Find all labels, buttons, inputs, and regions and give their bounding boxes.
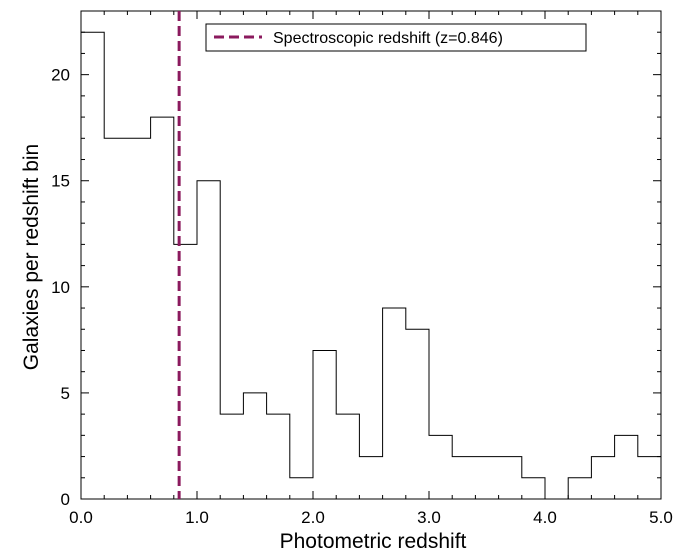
histogram-bin — [336, 414, 359, 499]
y-axis-title: Galaxies per redshift bin — [20, 144, 43, 370]
histogram-bin — [243, 393, 266, 499]
histogram-bin — [104, 138, 127, 499]
x-axis-title: Photometric redshift — [280, 530, 467, 553]
x-tick-label: 1.0 — [185, 508, 209, 527]
histogram-bin — [406, 329, 429, 499]
histogram-bin — [383, 308, 406, 499]
histogram-bin — [615, 435, 638, 499]
histogram-bin — [313, 350, 336, 499]
y-tick-label: 15 — [51, 172, 70, 191]
histogram-bin — [127, 138, 150, 499]
histogram-bin — [522, 478, 545, 499]
x-axis-ticks: 0.0 1.0 2.0 3.0 4.0 5.0 — [69, 11, 673, 527]
histogram-bin — [591, 457, 614, 499]
y-tick-label: 20 — [51, 66, 70, 85]
x-tick-label: 5.0 — [649, 508, 673, 527]
x-tick-label: 3.0 — [417, 508, 441, 527]
histogram-bin — [197, 181, 220, 499]
y-axis-ticks: 0 5 10 15 20 — [51, 10, 661, 509]
histogram-bin — [359, 457, 382, 499]
y-tick-label: 0 — [61, 490, 70, 509]
histogram-bin — [220, 414, 243, 499]
legend: Spectroscopic redshift (z=0.846) — [205, 23, 587, 52]
x-tick-label: 0.0 — [69, 508, 93, 527]
histogram-bin — [429, 435, 452, 499]
histogram-bin — [174, 244, 197, 499]
histogram-bin — [475, 457, 498, 499]
plot-frame — [80, 10, 662, 500]
legend-box — [205, 23, 587, 52]
histogram-bin — [151, 117, 174, 499]
x-tick-label: 2.0 — [301, 508, 325, 527]
histogram-bin — [499, 457, 522, 499]
x-tick-label: 4.0 — [533, 508, 557, 527]
plot-area — [80, 10, 662, 500]
y-tick-label: 10 — [51, 278, 70, 297]
histogram-step-line — [81, 31, 661, 500]
y-tick-label: 5 — [61, 384, 70, 403]
histogram-bin — [452, 457, 475, 499]
legend-label: Spectroscopic redshift (z=0.846) — [273, 30, 503, 47]
histogram-bin — [290, 478, 313, 499]
histogram-bin — [267, 414, 290, 499]
histogram-bin — [568, 478, 591, 499]
